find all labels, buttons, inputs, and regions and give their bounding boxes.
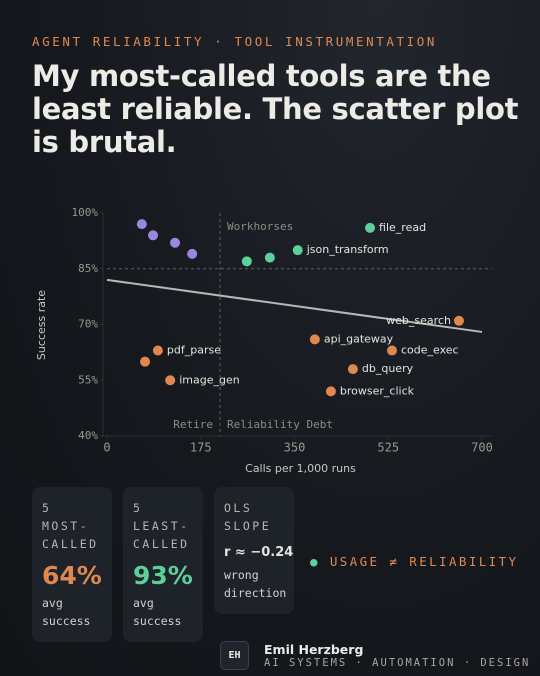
point-label: code_exec [401,344,459,357]
point [453,315,464,326]
y-tick-label: 55% [78,373,98,386]
point [365,222,376,233]
point [187,248,198,259]
point-label: db_query [362,362,414,375]
x-tick-label: 0 [103,441,110,455]
point [241,256,252,267]
callout: ● USAGE ≠ RELIABILITY [310,554,518,569]
point [165,375,176,386]
headline: My most-called tools are the least relia… [32,59,519,159]
point-label: api_gateway [324,332,394,345]
card-heading: 5 [133,501,143,515]
author-name: Emil Herzberg [264,642,364,657]
card-value: r ≈ −0.24 [224,545,294,560]
point-label: web_search [386,314,451,327]
card-heading: MOST- [42,519,90,533]
card-heading: CALLED [133,537,190,551]
point [264,252,275,263]
y-tick-label: 85% [78,262,98,275]
kicker: AGENT RELIABILITY · TOOL INSTRUMENTATION [32,34,438,49]
stat-card: 5 LEAST- CALLED 93% avg success [123,487,203,642]
card-heading: 5 [42,501,52,515]
x-axis-label: Calls per 1,000 runs [245,462,356,475]
point [309,334,320,345]
point [148,230,159,241]
x-tick-label: 700 [471,441,493,455]
card-heading: CALLED [42,537,99,551]
quadrant-label: Reliability Debt [227,418,333,431]
y-tick-label: 100% [72,206,99,219]
card-caption: direction [224,586,287,600]
point-label: file_read [379,221,426,234]
y-tick-label: 40% [78,429,98,442]
card-caption: avg [133,596,154,610]
quadrant-label: Workhorses [227,220,293,233]
card-caption: avg [42,596,63,610]
card-caption: wrong [224,568,259,582]
point [325,386,336,397]
callout-dot: ● [310,554,330,569]
stat-card: 5 MOST- CALLED 64% avg success [32,487,112,642]
y-tick-label: 70% [78,318,98,331]
stat-card: OLS SLOPE r ≈ −0.24 wrong direction [214,487,294,614]
x-tick-label: 350 [284,441,306,455]
point [387,345,397,356]
point [136,219,147,230]
card-heading: SLOPE [224,519,272,533]
card-heading: LEAST- [133,519,190,533]
quadrant-label: Retire [173,418,213,431]
card-value: 93% [133,561,193,590]
card-heading: OLS [224,501,253,515]
chart: 40% 55% 70% 85% 100% 0 175 350 525 700 Calls per 1… [35,206,493,475]
card-value: 64% [42,561,102,590]
point [292,245,303,256]
card-caption: success [133,614,182,628]
point [170,237,181,248]
card-caption: success [42,614,91,628]
author-tagline: AI SYSTEMS · AUTOMATION · DESIGN [264,657,531,669]
point [347,364,358,375]
point [140,356,151,367]
point-label: image_gen [179,373,240,386]
x-tick-label: 175 [190,441,212,455]
trend-line [106,278,483,333]
avatar: EH [220,641,249,670]
callout-text: USAGE ≠ RELIABILITY [329,554,519,569]
point-label: pdf_parse [167,344,221,357]
point [152,345,163,356]
point-label: json_transform [306,243,389,256]
point-label: browser_click [340,384,415,397]
y-axis-label: Success rate [35,290,48,360]
x-tick-label: 525 [377,441,399,455]
